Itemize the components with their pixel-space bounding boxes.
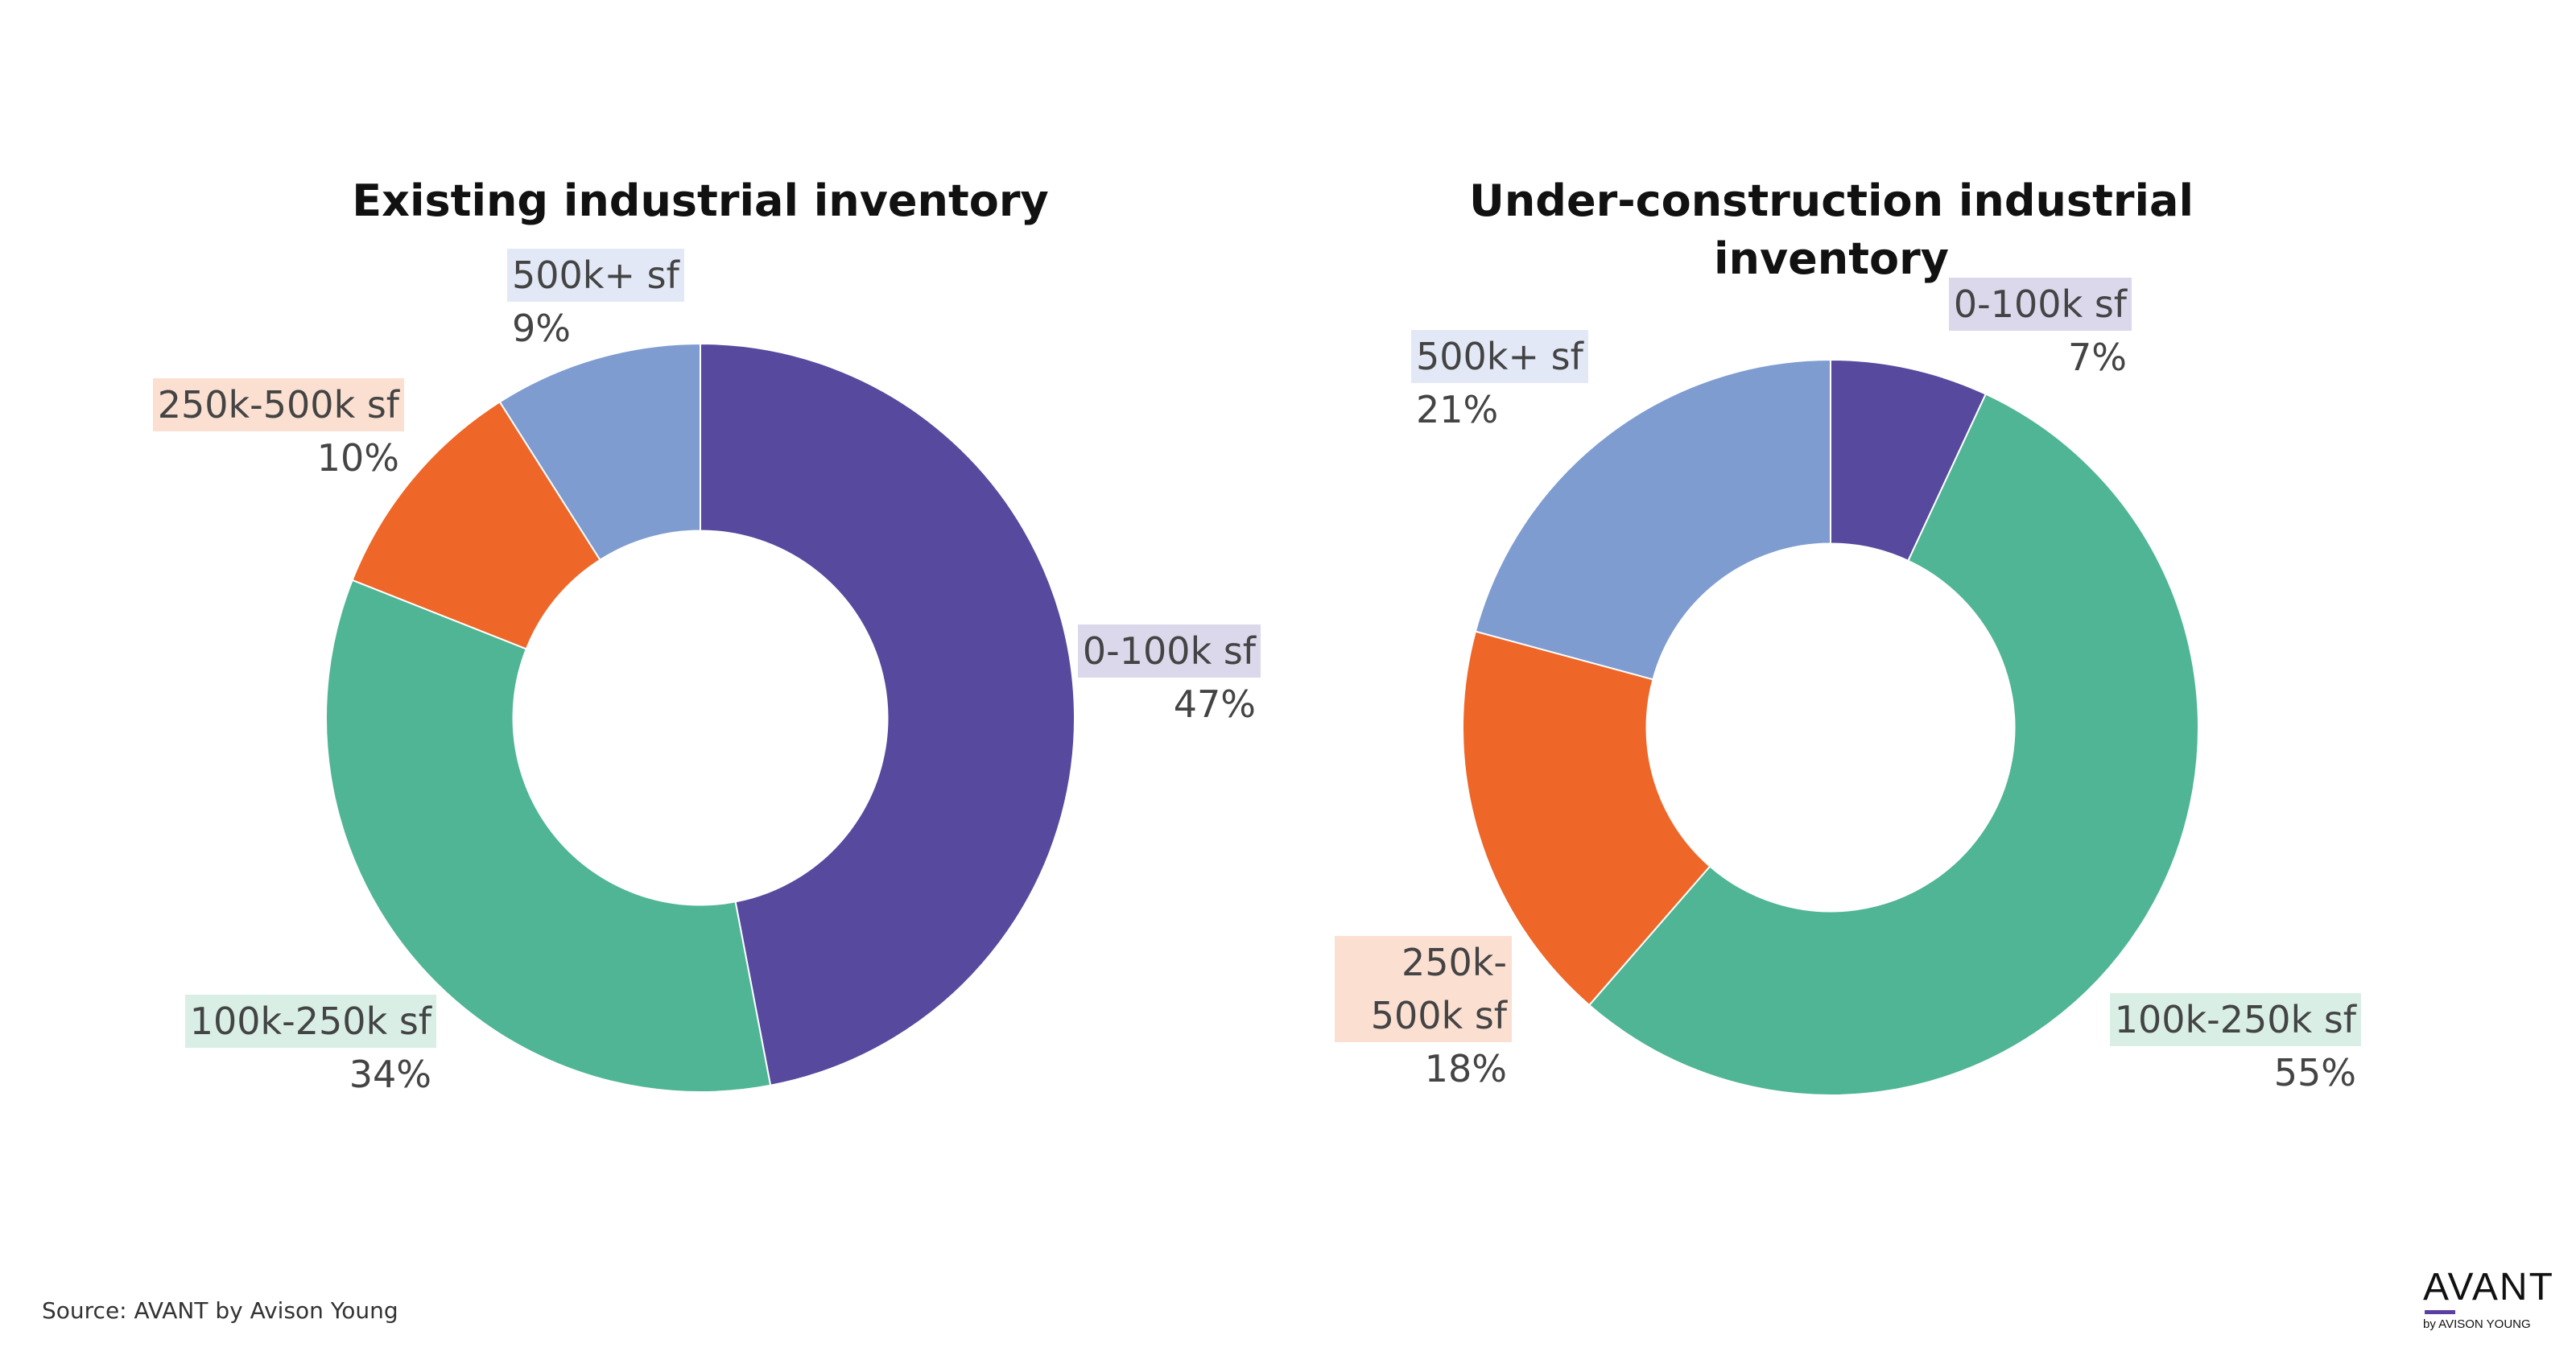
category-label: 500k+ sf xyxy=(507,249,684,302)
value-label: 55% xyxy=(2273,1051,2356,1094)
value-label: 9% xyxy=(512,307,571,350)
value-label: 7% xyxy=(2068,336,2127,379)
category-label: 250k-500k sf xyxy=(1335,936,1512,1042)
logo-tagline: by AVISON YOUNG xyxy=(2423,1317,2531,1331)
chart-title-under-construction: Under-construction industrial inventory xyxy=(1469,175,2194,284)
avant-logo: AVANT by AVISON YOUNG xyxy=(2423,1266,2560,1332)
label-construction-100k-250k: 100k-250k sf 55% xyxy=(2109,993,2361,1099)
category-label: 0-100k sf xyxy=(1077,624,1261,678)
label-existing-500k-plus: 500k+ sf 9% xyxy=(507,249,684,355)
slice-existing-0-100k xyxy=(700,342,1075,1086)
label-existing-100k-250k: 100k-250k sf 34% xyxy=(184,995,436,1101)
value-label: 34% xyxy=(349,1053,431,1096)
logo-underline xyxy=(2425,1310,2455,1314)
value-label: 47% xyxy=(1173,682,1256,726)
slice-construction-500k-plus xyxy=(1474,358,1831,681)
label-existing-0-100k: 0-100k sf 47% xyxy=(1077,624,1261,731)
label-existing-250k-500k: 250k-500k sf 10% xyxy=(152,378,404,484)
source-note: Source: AVANT by Avison Young xyxy=(42,1297,398,1324)
slice-existing-500k-plus xyxy=(498,342,701,562)
slice-existing-100k-250k xyxy=(325,579,772,1093)
label-construction-500k-plus: 500k+ sf 21% xyxy=(1411,330,1588,436)
label-construction-0-100k: 0-100k sf 7% xyxy=(1948,278,2132,384)
slice-construction-250k-500k xyxy=(1462,630,1711,1007)
label-construction-250k-500k: 250k-500k sf 18% xyxy=(1335,936,1512,1095)
value-label: 21% xyxy=(1416,388,1499,431)
value-label: 10% xyxy=(316,436,399,480)
category-label: 500k+ sf xyxy=(1411,330,1588,383)
category-label: 0-100k sf xyxy=(1948,278,2132,331)
category-label: 100k-250k sf xyxy=(184,995,436,1048)
value-label: 18% xyxy=(1424,1047,1507,1090)
slice-construction-100k-250k xyxy=(1587,393,2199,1096)
logo-brand: AVANT xyxy=(2423,1266,2554,1309)
chart-title-existing: Existing industrial inventory xyxy=(352,175,1049,226)
category-label: 100k-250k sf xyxy=(2109,993,2361,1046)
category-label: 250k-500k sf xyxy=(152,378,404,431)
